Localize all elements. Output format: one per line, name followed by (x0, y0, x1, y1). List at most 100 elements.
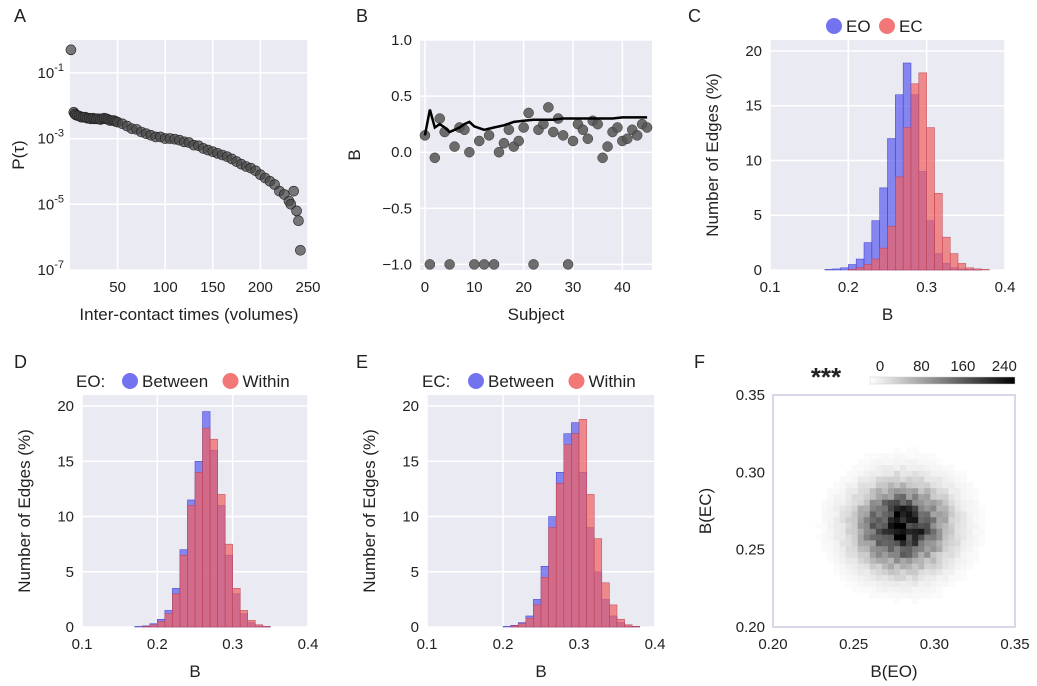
heatmap-cell (906, 487, 913, 494)
heatmap-cell (845, 511, 853, 518)
heatmap-cell (966, 487, 974, 494)
heatmap-cell (972, 528, 980, 535)
x-tick-label: 10 (466, 279, 483, 296)
heatmap-cell (827, 540, 834, 547)
heatmap-cell (960, 493, 967, 500)
heatmap-cell (930, 476, 937, 483)
heatmap-cell (845, 557, 853, 564)
heatmap-cell (881, 511, 889, 518)
heatmap-cell (851, 574, 859, 581)
heatmap-cell (954, 574, 961, 581)
heatmap-cell (839, 534, 846, 541)
heatmap-cell (978, 540, 986, 547)
x-axis-label: Inter-contact times (volumes) (79, 305, 298, 324)
legend-label: Within (243, 372, 290, 391)
heatmap-cell (948, 528, 955, 535)
heatmap-cell (930, 505, 937, 512)
heatmap-cell (948, 487, 955, 494)
heatmap-cell (894, 482, 901, 489)
heatmap-cell (839, 545, 846, 552)
heatmap-cell (875, 586, 883, 593)
heatmap-cell (936, 592, 943, 599)
heatmap-cell (894, 569, 901, 576)
heatmap-cell (845, 574, 853, 581)
histogram-bar (232, 588, 241, 628)
x-tick-label: 40 (614, 279, 631, 296)
heatmap-cell (954, 540, 961, 547)
histogram-bar (502, 626, 511, 628)
heatmap-cell (875, 528, 883, 535)
histogram-bar (918, 72, 927, 271)
heatmap-cell (900, 563, 907, 570)
histogram-bar (239, 610, 248, 628)
y-tick-label: 1.0 (391, 32, 412, 49)
heatmap-cell (954, 493, 961, 500)
heatmap-cell (966, 528, 974, 535)
histogram-bar (879, 247, 888, 271)
heatmap-cell (827, 557, 834, 564)
x-tick-label: 0.30 (920, 636, 949, 653)
heatmap-cell (948, 580, 955, 587)
heatmap-cell (875, 551, 883, 558)
heatmap-cell (869, 563, 877, 570)
heatmap-cell (894, 557, 901, 564)
histogram-bar (902, 127, 912, 271)
heatmap-cell (900, 534, 907, 541)
x-tick-label: 0.1 (72, 636, 93, 653)
heatmap-cell (833, 528, 840, 535)
heatmap-cell (875, 470, 883, 477)
heatmap-cell (966, 505, 974, 512)
heatmap-cell (918, 499, 925, 506)
heatmap-cell (845, 545, 853, 552)
heatmap-cell (881, 586, 889, 593)
heatmap-cell (863, 487, 871, 494)
heatmap-cell (863, 482, 871, 489)
heatmap-cell (912, 511, 919, 518)
heatmap-cell (918, 505, 925, 512)
histogram-bar (247, 620, 256, 628)
heatmap-cell (851, 493, 859, 500)
x-tick-label: 30 (565, 279, 582, 296)
heatmap-cell (869, 493, 877, 500)
heatmap-cell (821, 545, 828, 552)
heatmap-cell (930, 545, 937, 552)
heatmap-cell (918, 511, 925, 518)
heatmap-cell (857, 522, 865, 529)
heatmap-cell (906, 522, 913, 529)
heatmap-cell (845, 534, 853, 541)
data-point (562, 259, 574, 270)
data-point (582, 133, 594, 144)
histogram-bar (949, 253, 959, 271)
heatmap-cell (857, 534, 865, 541)
heatmap-cell (875, 557, 883, 564)
heatmap-cell (851, 505, 859, 512)
heatmap-cell (918, 545, 925, 552)
heatmap-cell (875, 580, 883, 587)
heatmap-cell (906, 557, 913, 564)
histogram-bar (840, 267, 849, 271)
heatmap-cell (894, 563, 901, 570)
histogram-bar (510, 625, 519, 628)
heatmap-cell (894, 470, 901, 477)
heatmap-cell (881, 557, 889, 564)
heatmap-cell (924, 487, 931, 494)
heatmap-cell (845, 563, 853, 570)
heatmap-cell (924, 563, 931, 570)
data-point (444, 259, 455, 270)
heatmap-cell (851, 464, 859, 471)
heatmap-cell (863, 458, 871, 465)
histogram-bar (601, 582, 610, 628)
panel-label-a: A (14, 6, 26, 26)
heatmap-cell (948, 569, 955, 576)
histogram-bar (525, 617, 534, 628)
heatmap-cell (875, 522, 883, 529)
heatmap-cell (936, 528, 943, 535)
data-point (65, 44, 77, 56)
panel-label-e: E (356, 352, 368, 372)
heatmap-cell (960, 534, 967, 541)
histogram-bar (555, 483, 565, 628)
heatmap-cell (894, 540, 901, 547)
histogram-bar (855, 267, 865, 271)
heatmap-cell (942, 464, 949, 471)
